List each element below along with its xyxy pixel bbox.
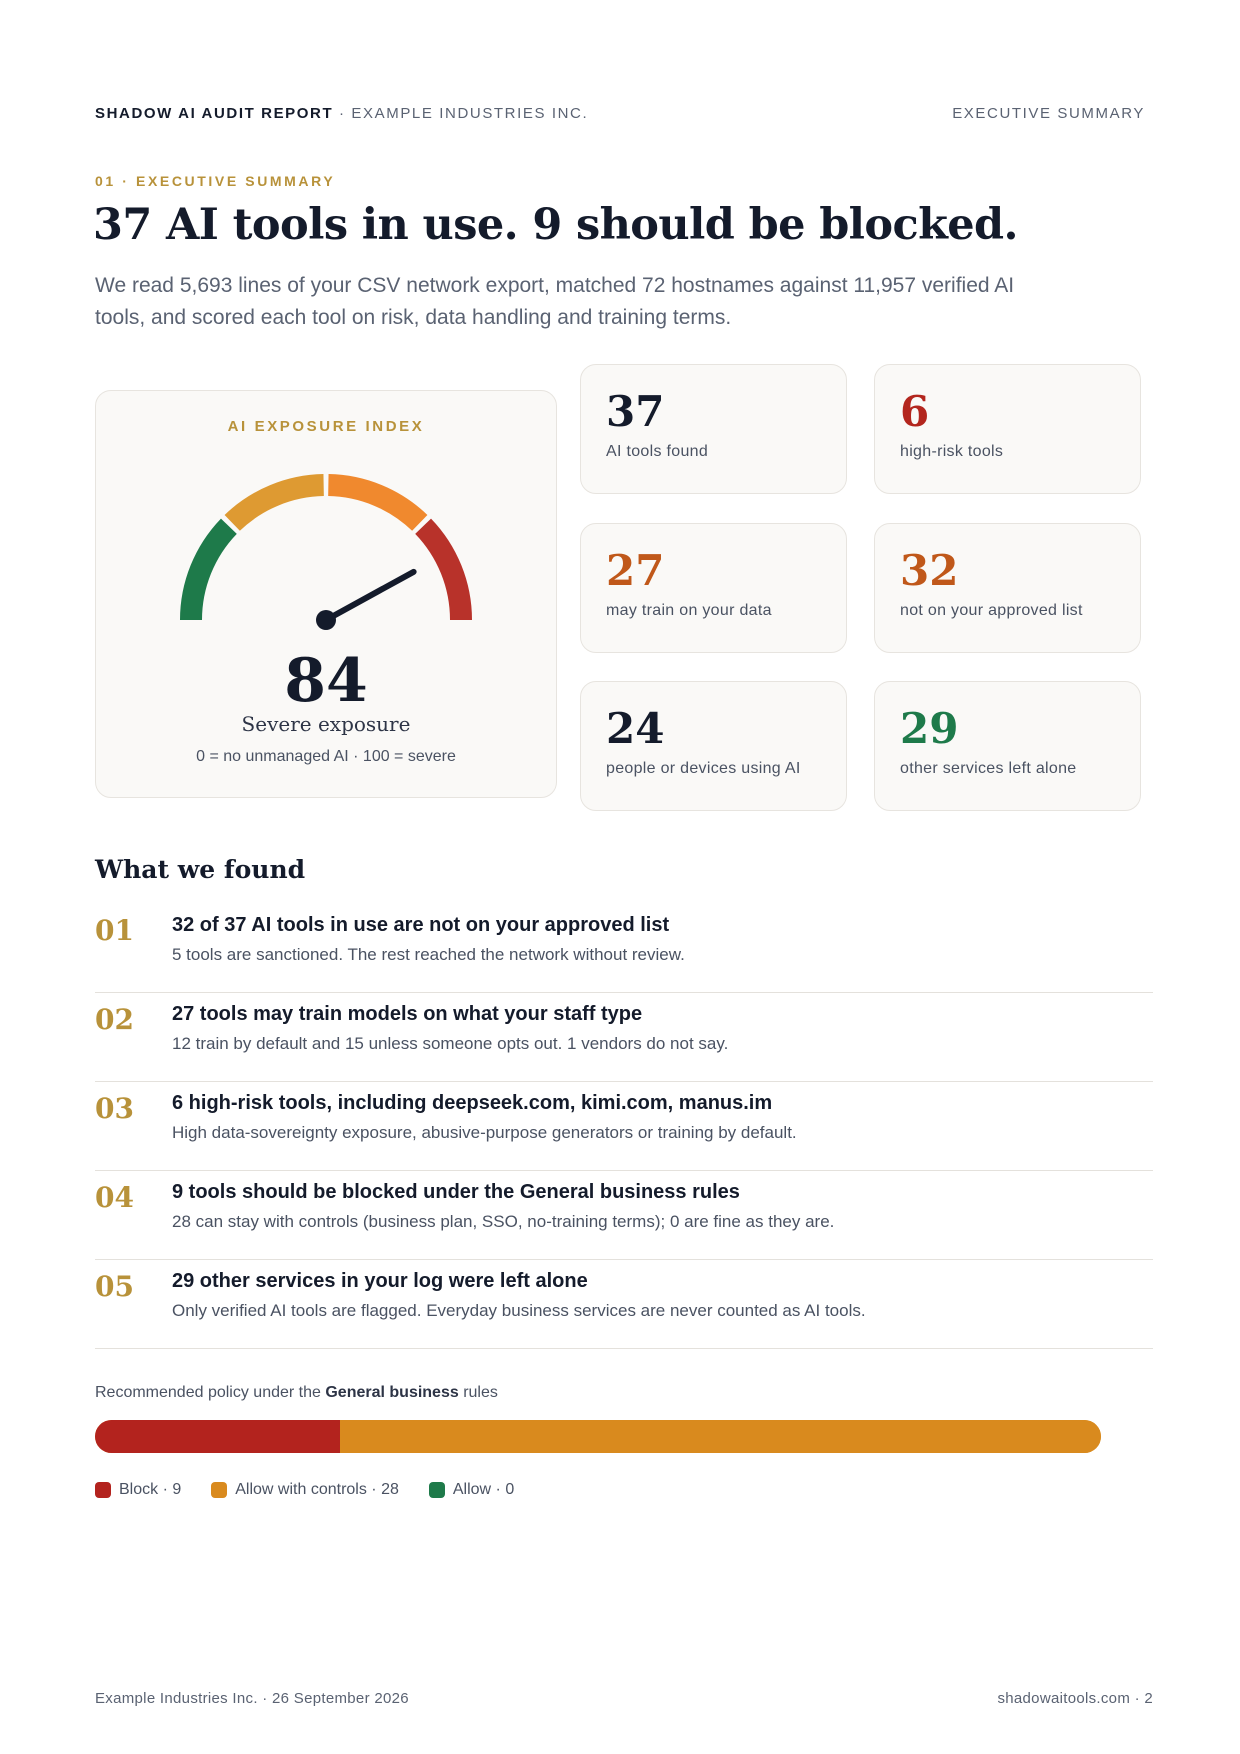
stat-card-not-approved: 32 not on your approved list [874, 523, 1141, 653]
gauge-band-elevated [327, 474, 428, 531]
finding-description: High data-sovereignty exposure, abusive-… [172, 1123, 797, 1142]
gauge-band-severe [415, 518, 472, 621]
finding-title: 32 of 37 AI tools in use are not on your… [172, 914, 670, 936]
finding-title: 29 other services in your log were left … [172, 1270, 588, 1292]
finding-item: 05 29 other services in your log were le… [95, 1260, 1153, 1349]
report-brand: SHADOW AI AUDIT REPORT [95, 104, 334, 122]
stat-value: 24 [606, 704, 665, 753]
gauge-hub [316, 610, 336, 630]
finding-item: 04 9 tools should be blocked under the G… [95, 1171, 1153, 1260]
section-eyebrow: 01 · EXECUTIVE SUMMARY [95, 173, 336, 189]
finding-description: 12 train by default and 15 unless someon… [172, 1034, 729, 1053]
gauge-band-low [180, 518, 237, 621]
findings-heading: What we found [95, 855, 306, 884]
organization-name: EXAMPLE INDUSTRIES INC. [351, 104, 589, 122]
legend-label: Allow with controls · 28 [235, 1481, 399, 1498]
finding-title: 6 high-risk tools, including deepseek.co… [172, 1092, 773, 1114]
exposure-scale-note: 0 = no unmanaged AI · 100 = severe [196, 748, 456, 765]
policy-ruleset: General business [325, 1384, 459, 1401]
stat-value: 6 [900, 387, 930, 436]
finding-number: 02 [95, 1003, 134, 1036]
stat-label: high-risk tools [900, 443, 1004, 460]
policy-bar [95, 1420, 1101, 1453]
stat-card-high-risk-tools: 6 high-risk tools [874, 364, 1141, 494]
finding-title: 9 tools should be blocked under the Gene… [172, 1181, 740, 1203]
footer-site-page: shadowaitools.com · 2 [997, 1690, 1153, 1707]
block-swatch [95, 1482, 111, 1498]
policy-segment-allow-with-controls [339, 1420, 1101, 1453]
footer-org-date: Example Industries Inc. · 26 September 2… [95, 1690, 409, 1707]
stat-label: AI tools found [606, 443, 709, 460]
exposure-index-title: AI EXPOSURE INDEX [227, 418, 425, 435]
exposure-index-card [95, 390, 557, 798]
finding-description: 5 tools are sanctioned. The rest reached… [172, 945, 685, 964]
stat-card-may-train: 27 may train on your data [580, 523, 847, 653]
stat-card-ai-tools-found: 37 AI tools found [580, 364, 847, 494]
legend-item-block: Block · 9 [95, 1481, 181, 1499]
gauge-needle [323, 568, 417, 623]
legend-item-allow-with-controls: Allow with controls · 28 [211, 1481, 399, 1499]
finding-number: 01 [95, 914, 134, 947]
finding-number: 03 [95, 1092, 134, 1125]
finding-item: 01 32 of 37 AI tools in use are not on y… [95, 904, 1153, 993]
legend-label: Allow · 0 [452, 1481, 515, 1498]
lede-paragraph: We read 5,693 lines of your CSV network … [95, 274, 1015, 329]
finding-number: 05 [95, 1270, 134, 1303]
policy-caption: Recommended policy under the General bus… [95, 1384, 498, 1402]
policy-caption-post: rules [463, 1384, 498, 1401]
allow-swatch [428, 1482, 445, 1498]
stat-value: 37 [606, 387, 665, 436]
header-left: SHADOW AI AUDIT REPORT · EXAMPLE INDUSTR… [95, 105, 588, 122]
stat-card-people-devices: 24 people or devices using AI [580, 681, 847, 811]
stat-label: people or devices using AI [606, 760, 801, 777]
section-name: EXECUTIVE SUMMARY [952, 104, 1145, 122]
finding-item: 02 27 tools may train models on what you… [95, 993, 1153, 1082]
finding-title: 27 tools may train models on what your s… [172, 1003, 643, 1025]
exposure-gauge [180, 474, 472, 630]
stat-value: 32 [900, 546, 959, 595]
stat-value: 29 [900, 704, 959, 753]
legend-label: Block · 9 [119, 1481, 182, 1498]
page-header: SHADOW AI AUDIT REPORT · EXAMPLE INDUSTR… [95, 101, 1145, 125]
stat-value: 27 [606, 546, 665, 595]
finding-description: Only verified AI tools are flagged. Ever… [172, 1301, 866, 1320]
header-separator: · [339, 104, 346, 122]
allow-with-controls-swatch [211, 1482, 228, 1498]
gauge-band-moderate [224, 474, 325, 531]
policy-segment-block [95, 1420, 340, 1453]
stat-card-other-services: 29 other services left alone [874, 681, 1141, 811]
policy-caption-pre: Recommended policy under the [95, 1384, 321, 1401]
exposure-label: Severe exposure [241, 712, 411, 736]
page-headline: 37 AI tools in use. 9 should be blocked. [93, 200, 1018, 250]
finding-number: 04 [95, 1181, 134, 1214]
exposure-score: 84 [284, 646, 368, 716]
finding-description: 28 can stay with controls (business plan… [172, 1212, 835, 1231]
legend-item-allow: Allow · 0 [428, 1481, 515, 1499]
stat-label: other services left alone [900, 760, 1077, 777]
stat-label: not on your approved list [900, 602, 1083, 619]
stat-label: may train on your data [606, 602, 772, 619]
finding-item: 03 6 high-risk tools, including deepseek… [95, 1082, 1153, 1171]
policy-legend: Block · 9 Allow with controls · 28 Allow… [95, 1481, 514, 1499]
